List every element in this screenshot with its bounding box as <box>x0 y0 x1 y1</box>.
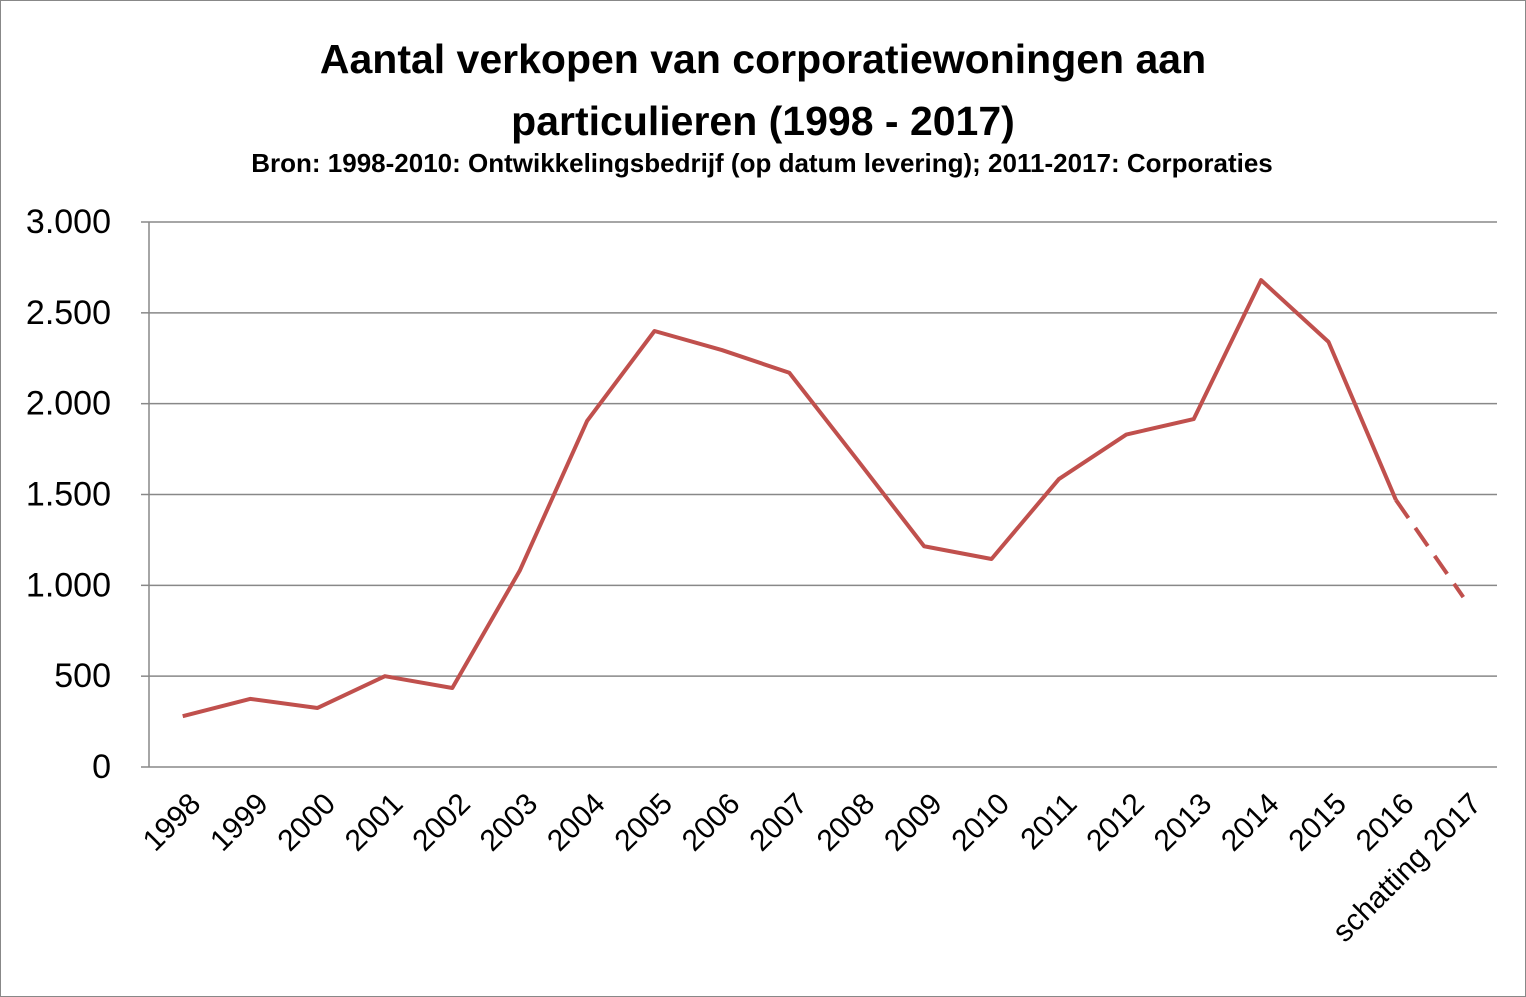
x-tick-label: 2008 <box>811 787 882 858</box>
y-tick-label: 1.000 <box>26 566 111 604</box>
x-tick-label: 2012 <box>1080 787 1151 858</box>
y-tick-label: 3.000 <box>26 203 111 241</box>
x-tick-label: 2010 <box>946 787 1017 858</box>
data-line <box>1394 498 1465 599</box>
y-tick-label: 2.000 <box>26 385 111 423</box>
x-tick-label: 2015 <box>1283 787 1354 858</box>
x-tick-label: 2013 <box>1148 787 1219 858</box>
x-tick-label: 2006 <box>676 787 747 858</box>
x-tick-label: 1998 <box>137 787 208 858</box>
y-tick-label: 0 <box>92 748 111 786</box>
x-tick-label: 2007 <box>743 787 814 858</box>
x-tick-label: 2009 <box>878 787 949 858</box>
x-tick-label: 2003 <box>474 787 545 858</box>
x-tick-label: 2002 <box>406 787 477 858</box>
x-tick-label: 2004 <box>541 787 612 858</box>
x-tick-label: 2014 <box>1215 787 1286 858</box>
x-tick-label: 2000 <box>272 787 343 858</box>
x-tick-label: 2005 <box>609 787 680 858</box>
x-tick-label: 2011 <box>1014 787 1083 856</box>
x-tick-label: 1999 <box>204 787 275 858</box>
y-tick-label: 2.500 <box>26 294 111 332</box>
chart-subtitle: Bron: 1998-2010: Ontwikkelingsbedrijf (o… <box>251 148 1273 178</box>
data-line <box>182 278 1398 719</box>
y-tick-label: 500 <box>54 657 111 695</box>
chart-title: Aantal verkopen van corporatiewoningen a… <box>319 36 1207 144</box>
x-tick-label: 2001 <box>339 787 410 858</box>
y-tick-label: 1.500 <box>26 475 111 513</box>
